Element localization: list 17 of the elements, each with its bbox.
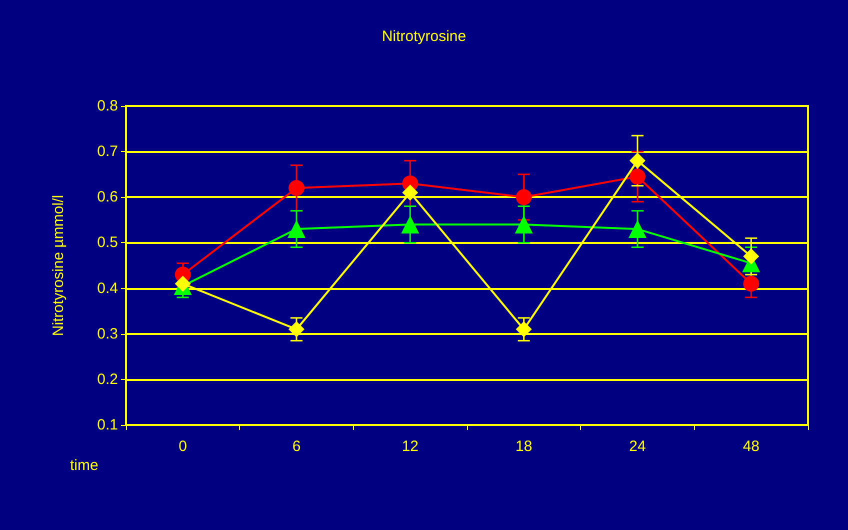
x-tick-label: 0 <box>178 438 188 455</box>
x-tick-label: 48 <box>742 438 760 455</box>
x-tick-label: 18 <box>515 438 532 455</box>
y-tick-label: 0.8 <box>97 98 118 114</box>
x-axis-title: time <box>70 457 98 474</box>
chart-title: Nitrotyrosine <box>382 28 466 45</box>
y-tick-label: 0.1 <box>97 416 118 434</box>
x-tick-label: 24 <box>629 438 646 455</box>
x-tick-label: 6 <box>292 438 301 455</box>
y-tick-label: 0.2 <box>97 370 118 388</box>
y-tick-label: 0.6 <box>97 188 118 206</box>
y-tick-label: 0.4 <box>97 280 118 297</box>
y-tick-label: 0.3 <box>97 325 118 342</box>
y-axis-title: Nitrotyrosine µmmol/l <box>50 194 67 336</box>
y-tick-label: 0.5 <box>97 234 118 252</box>
y-tick-label: 0.7 <box>97 143 118 160</box>
x-tick-label: 12 <box>402 438 419 455</box>
